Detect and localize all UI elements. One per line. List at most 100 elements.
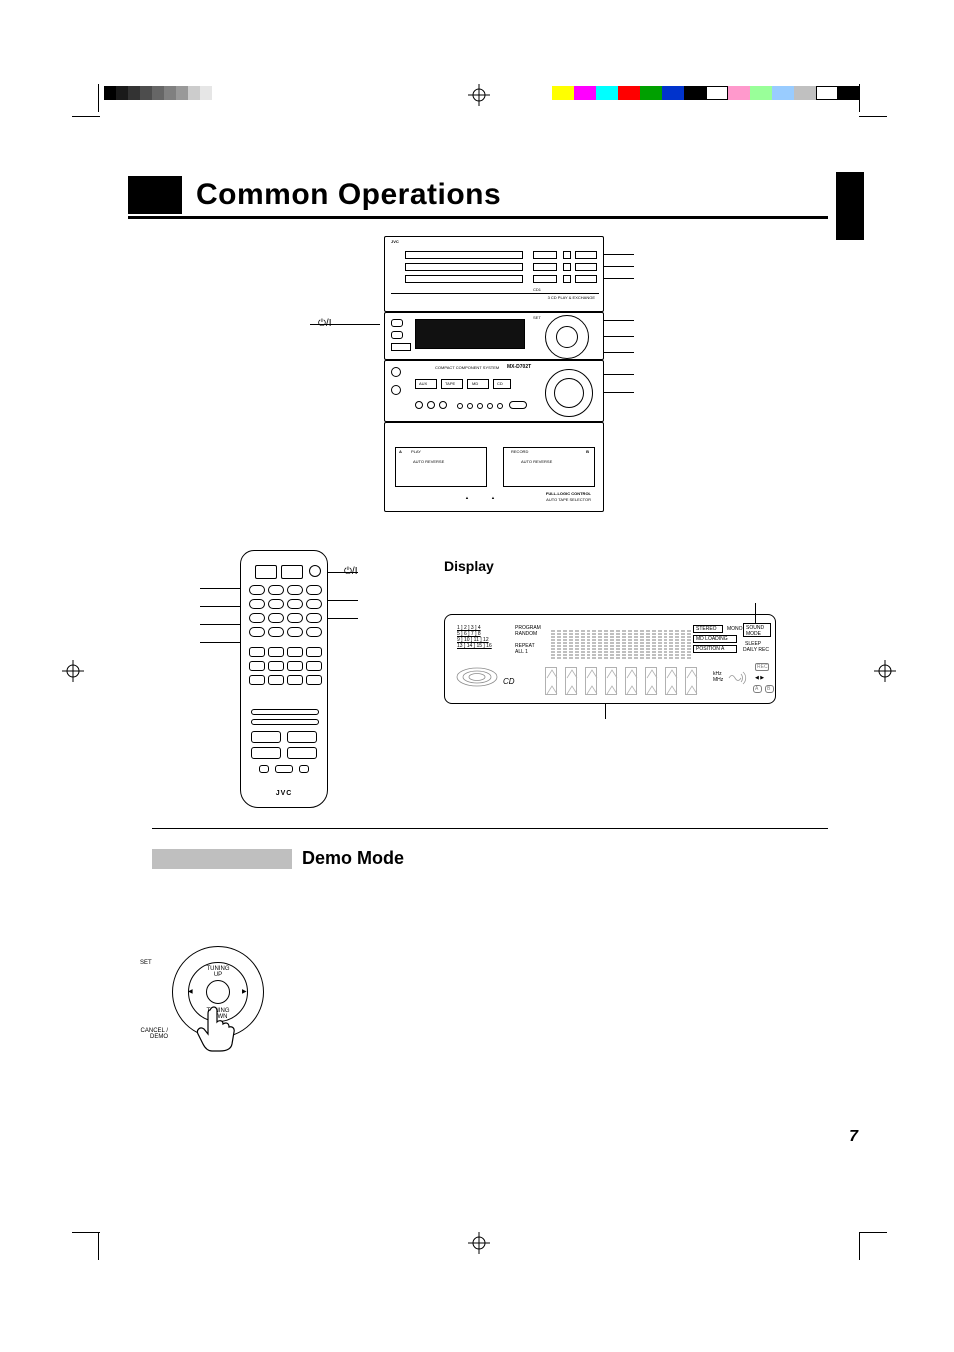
- remote-numpad-button: [306, 647, 322, 657]
- slot-label: 3 CD PLAY & EXCHANGE: [548, 295, 595, 300]
- tape-dir-icon: ◀ ▶: [755, 675, 764, 681]
- page-title: Common Operations: [196, 178, 501, 212]
- display-panel-figure: 1 ] 2 ] 3 ] 45 ] 6 ] 7 ] 89 ] 10 ] 11 ] …: [444, 614, 776, 704]
- remote-numpad-button: [287, 661, 303, 671]
- disc-indicator: [533, 263, 557, 271]
- disc-indicator: [533, 275, 557, 283]
- display-bar-segments: [551, 627, 691, 659]
- remote-display-seg: [281, 565, 303, 579]
- spectrum-col: [625, 667, 637, 695]
- volume-knob: [545, 369, 593, 417]
- brand-label: JVC: [391, 239, 399, 244]
- remote-small-button: [275, 765, 293, 773]
- swatch: [152, 86, 164, 100]
- callout-line: [604, 392, 634, 393]
- unit-label: MHz: [713, 677, 723, 683]
- callout-line: [604, 352, 634, 353]
- remote-button: [268, 613, 284, 623]
- callout-line: [604, 336, 634, 337]
- power-button: [391, 319, 403, 327]
- remote-small-button: [259, 765, 269, 773]
- stereo-top-unit: JVC CD1 3 CD PLAY & EXCHANGE: [384, 236, 604, 312]
- remote-numpad-button: [268, 661, 284, 671]
- printer-cmyk-bar: [552, 86, 862, 100]
- remote-button: [287, 599, 303, 609]
- eq-button: [439, 401, 447, 409]
- remote-numpad-button: [249, 661, 265, 671]
- registration-mark: [874, 660, 896, 682]
- remote-transport-button: [287, 747, 317, 759]
- registration-mark: [468, 84, 490, 106]
- spectrum-col: [565, 667, 577, 695]
- remote-button: [268, 599, 284, 609]
- page-title-row: Common Operations: [128, 176, 848, 214]
- eject-button: [563, 275, 571, 283]
- swatch: [662, 86, 684, 100]
- model-line: COMPACT COMPONENT SYSTEM: [435, 365, 499, 370]
- callout-line: [604, 254, 634, 255]
- power-callout: ⏻/I: [318, 318, 331, 329]
- cd-tray: [405, 275, 523, 283]
- page-number: 7: [849, 1128, 858, 1146]
- eq-button: [415, 401, 423, 409]
- swatch: [794, 86, 816, 100]
- swatch: [188, 86, 200, 100]
- stereo-system-figure: JVC CD1 3 CD PLAY & EXCHANGE SET COMPACT…: [372, 236, 616, 524]
- crop-mark: [859, 116, 887, 117]
- cd-button: [575, 263, 597, 271]
- cd-button: [575, 251, 597, 259]
- disc-label: CD1: [533, 287, 541, 292]
- spectrum-columns: [545, 667, 705, 695]
- eq-button: [457, 403, 463, 409]
- remote-brand: JVC: [241, 790, 327, 797]
- remote-numpad-button: [287, 647, 303, 657]
- remote-button: [287, 613, 303, 623]
- stereo-control-unit: COMPACT COMPONENT SYSTEM MX-D702T AUX TA…: [384, 360, 604, 422]
- set-label: SET: [533, 315, 541, 320]
- cancel-caption: CANCEL / DEMO: [128, 1028, 168, 1040]
- remote-button: [287, 627, 303, 637]
- set-caption: SET: [140, 960, 152, 966]
- aux-button: [391, 331, 403, 339]
- callout-line: [328, 600, 358, 601]
- spectrum-col: [585, 667, 597, 695]
- reverse-label: AUTO REVERSE: [521, 459, 552, 464]
- printer-grayscale-bar: [104, 86, 212, 100]
- callout-line: [200, 642, 240, 643]
- swatch: [596, 86, 618, 100]
- swatch: [728, 86, 750, 100]
- spectrum-col: [645, 667, 657, 695]
- model-number: MX-D702T: [507, 364, 531, 370]
- swatch: [618, 86, 640, 100]
- crop-mark: [98, 1232, 99, 1260]
- track-grid: 1 ] 2 ] 3 ] 45 ] 6 ] 7 ] 89 ] 10 ] 11 ] …: [457, 625, 492, 649]
- deck-a-label: A: [399, 449, 402, 454]
- reverse-label: AUTO REVERSE: [413, 459, 444, 464]
- crop-mark: [859, 1232, 860, 1260]
- cd-tray: [405, 251, 523, 259]
- swatch: [816, 86, 838, 100]
- status-box: STEREO: [693, 625, 723, 633]
- callout-line: [200, 624, 240, 625]
- cd-tray: [405, 263, 523, 271]
- registration-mark: [62, 660, 84, 682]
- signal-icon: [727, 671, 747, 685]
- remote-button: [249, 585, 265, 595]
- remote-button: [287, 585, 303, 595]
- remote-bar-button: [251, 719, 319, 725]
- source-button: CD: [493, 379, 511, 389]
- cassette-door-a: [395, 447, 487, 487]
- remote-numpad-button: [268, 647, 284, 657]
- hand-icon: [194, 1004, 250, 1052]
- remote-button: [268, 585, 284, 595]
- remote-numpad-button: [306, 675, 322, 685]
- status-text: MONO: [727, 626, 743, 632]
- eq-button: [477, 403, 483, 409]
- remote-numpad-button: [287, 675, 303, 685]
- swatch: [684, 86, 706, 100]
- swatch: [140, 86, 152, 100]
- remote-small-button: [299, 765, 309, 773]
- remote-body: JVC: [240, 550, 328, 808]
- volume-knob-inner: [554, 378, 584, 408]
- swatch: [750, 86, 772, 100]
